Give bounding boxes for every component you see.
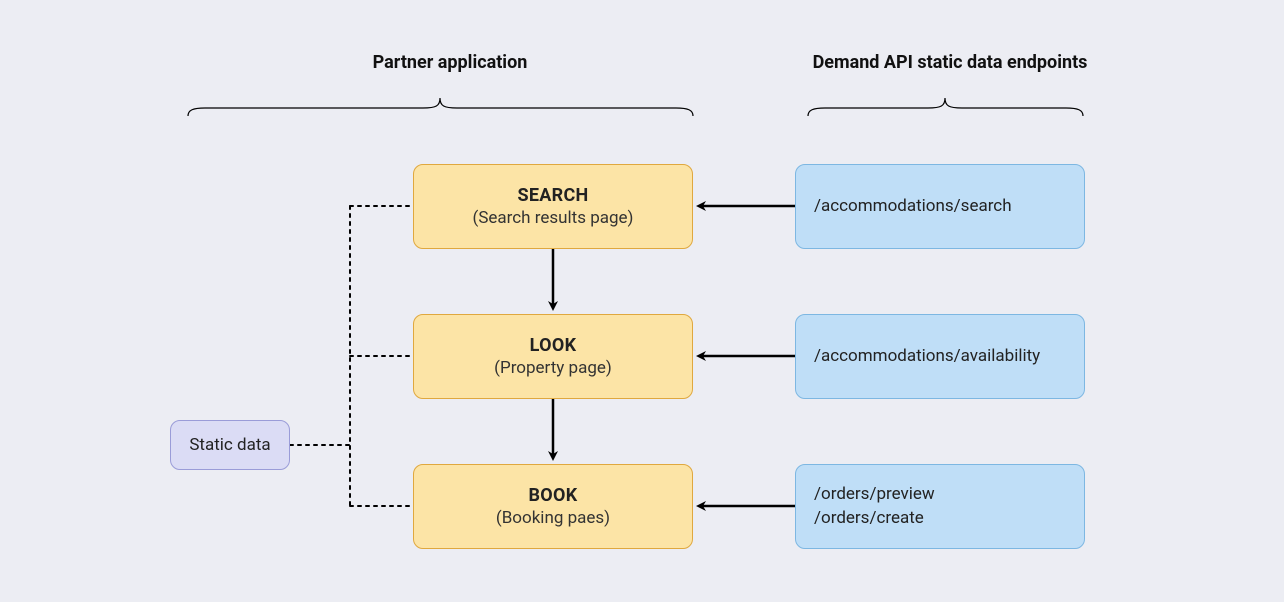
node-api-availability-line1: /accommodations/availability (814, 345, 1040, 369)
node-api-orders-line2: /orders/create (814, 507, 924, 531)
node-search: SEARCH (Search results page) (413, 164, 693, 249)
node-api-availability: /accommodations/availability (795, 314, 1085, 399)
node-look-title: LOOK (530, 335, 577, 356)
dotted-connectors (290, 206, 413, 506)
node-book-title: BOOK (529, 485, 578, 506)
node-book-subtitle: (Booking paes) (496, 508, 610, 528)
node-static-data: Static data (170, 420, 290, 470)
node-api-orders-line1: /orders/preview (814, 483, 935, 507)
node-book: BOOK (Booking paes) (413, 464, 693, 549)
brace-partner (188, 98, 693, 116)
node-look: LOOK (Property page) (413, 314, 693, 399)
node-api-orders: /orders/preview /orders/create (795, 464, 1085, 549)
diagram-canvas: Partner application Demand API static da… (0, 0, 1284, 602)
brace-demand (808, 98, 1083, 116)
node-look-subtitle: (Property page) (494, 358, 612, 378)
node-search-title: SEARCH (517, 185, 588, 206)
node-api-search-line1: /accommodations/search (814, 195, 1012, 219)
node-api-search: /accommodations/search (795, 164, 1085, 249)
node-search-subtitle: (Search results page) (473, 208, 634, 228)
node-static-data-label: Static data (189, 435, 270, 455)
